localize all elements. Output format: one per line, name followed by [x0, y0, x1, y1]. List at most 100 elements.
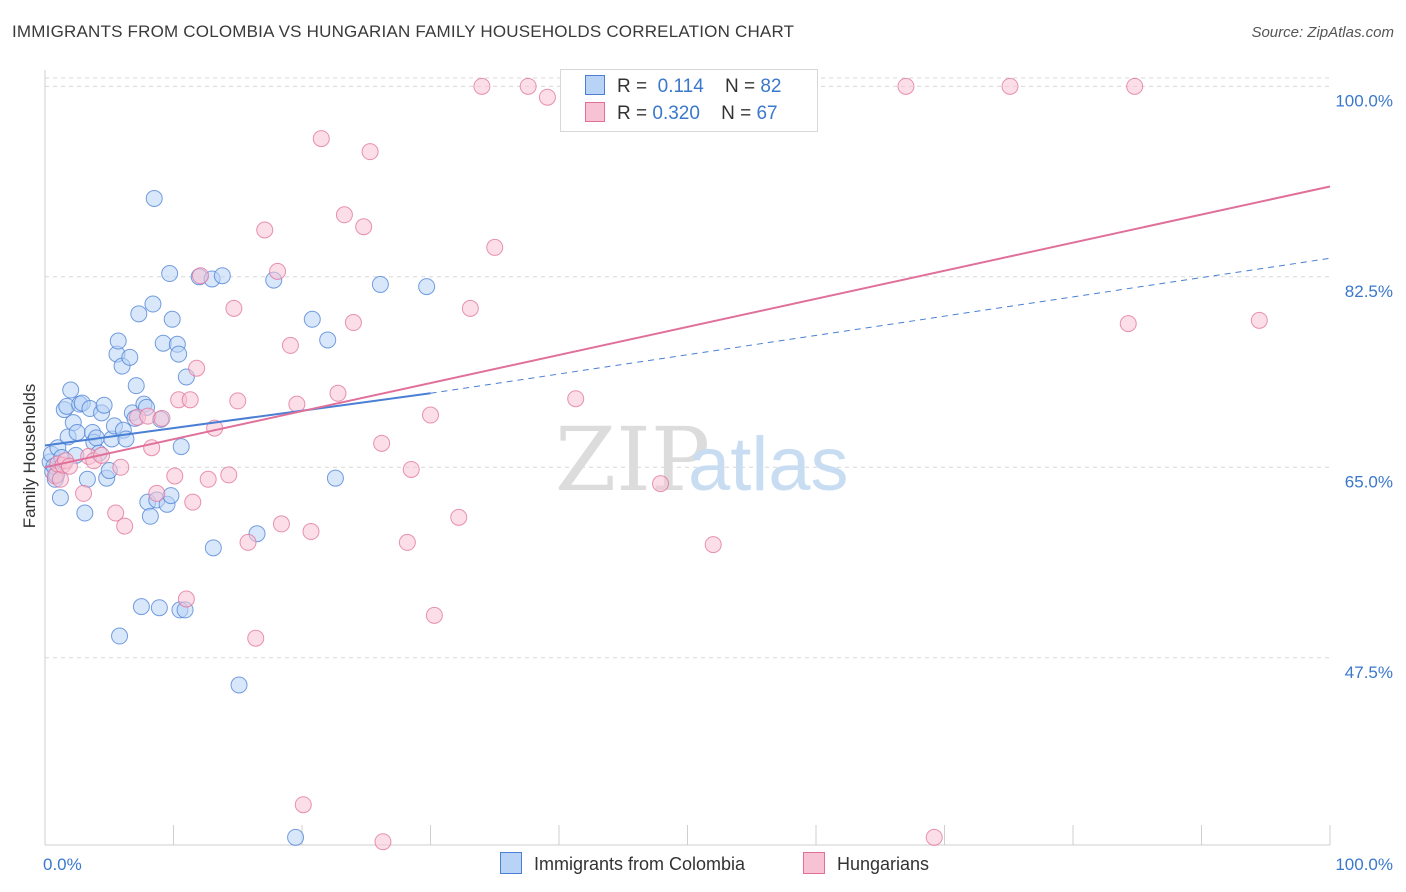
bottom-legend-swatch-hungarians: [803, 852, 825, 874]
data-point-colombia: [150, 599, 168, 617]
data-point-hungarians: [1119, 315, 1137, 333]
legend-row-hungarians: R = 0.320 N = 67: [585, 102, 778, 125]
y-tick-label: 47.5%: [1345, 663, 1393, 682]
data-point-colombia: [132, 598, 150, 616]
data-point-colombia: [62, 381, 80, 399]
data-point-hungarians: [1250, 311, 1268, 329]
tick-labels: 47.5% 65.0% 82.5% 100.0% 0.0% 100.0%: [43, 91, 1393, 874]
data-point-colombia: [51, 489, 69, 507]
data-point-hungarians: [398, 533, 416, 551]
data-point-hungarians: [239, 533, 257, 551]
data-point-colombia: [78, 470, 96, 488]
data-point-hungarians: [302, 523, 320, 541]
data-point-hungarians: [181, 391, 199, 409]
data-point-hungarians: [184, 493, 202, 511]
data-point-hungarians: [225, 299, 243, 317]
data-point-hungarians: [925, 828, 943, 846]
legend-r-value-colombia: 0.114: [657, 76, 704, 97]
data-point-hungarians: [361, 143, 379, 161]
data-point-hungarians: [166, 467, 184, 485]
data-point-colombia: [121, 348, 139, 366]
legend-row-colombia: R = 0.114 N = 82: [585, 75, 781, 98]
data-point-hungarians: [220, 466, 238, 484]
data-point-hungarians: [402, 460, 420, 478]
x-tick-label: 0.0%: [43, 855, 82, 874]
grid-lines: [45, 77, 1330, 659]
data-point-hungarians: [652, 475, 670, 493]
data-point-hungarians: [139, 407, 157, 425]
data-point-colombia: [144, 295, 162, 313]
data-point-hungarians: [247, 629, 265, 647]
data-point-hungarians: [538, 88, 556, 106]
legend-r-value-hungarians: 0.320: [652, 103, 700, 124]
legend-r-label: R =: [617, 76, 648, 97]
data-point-colombia: [154, 334, 172, 352]
source-label: Source: ZipAtlas.com: [1251, 24, 1394, 41]
data-point-hungarians: [486, 238, 504, 256]
data-point-colombia: [326, 469, 344, 487]
data-point-hungarians: [177, 590, 195, 608]
bottom-legend-swatch-colombia: [500, 852, 522, 874]
data-point-colombia: [418, 278, 436, 296]
data-point-hungarians: [116, 517, 134, 535]
data-point-hungarians: [312, 130, 330, 148]
y-tick-label: 82.5%: [1345, 282, 1393, 301]
data-point-hungarians: [1001, 77, 1019, 95]
data-point-hungarians: [329, 384, 347, 402]
legend-swatch-hungarians: [585, 102, 605, 122]
legend-n-label: N =: [721, 103, 752, 124]
legend-swatch-colombia: [585, 75, 605, 95]
data-point-hungarians: [281, 336, 299, 354]
data-point-hungarians: [269, 262, 287, 280]
watermark-zip: ZIP: [555, 408, 710, 511]
data-point-colombia: [172, 438, 190, 456]
data-point-hungarians: [473, 77, 491, 95]
bottom-legend-label-hungarians: Hungarians: [837, 854, 930, 874]
data-point-hungarians: [191, 267, 209, 285]
bottom-legend-colombia: Immigrants from Colombia: [500, 852, 745, 875]
legend-n-value-colombia: 82: [760, 76, 782, 97]
data-point-colombia: [204, 539, 222, 557]
data-point-hungarians: [355, 218, 373, 236]
data-point-colombia: [109, 332, 127, 350]
data-point-hungarians: [272, 515, 290, 533]
trend-lines: [44, 185, 1331, 469]
data-point-hungarians: [188, 359, 206, 377]
data-point-colombia: [162, 487, 180, 505]
data-point-colombia: [95, 396, 113, 414]
data-point-hungarians: [256, 221, 274, 239]
data-point-colombia: [170, 345, 188, 363]
data-point-hungarians: [344, 314, 362, 332]
trend-line-colombia: [430, 257, 1331, 394]
data-point-hungarians: [229, 392, 247, 410]
trend-line-hungarians: [44, 185, 1331, 469]
data-point-colombia: [319, 331, 337, 349]
chart-title: IMMIGRANTS FROM COLOMBIA VS HUNGARIAN FA…: [12, 22, 795, 41]
data-point-colombia: [213, 267, 231, 285]
data-point-hungarians: [704, 536, 722, 554]
data-point-hungarians: [519, 77, 537, 95]
data-point-colombia: [68, 423, 86, 441]
data-point-hungarians: [422, 406, 439, 424]
data-point-hungarians: [199, 470, 217, 488]
data-point-hungarians: [1126, 77, 1144, 95]
bottom-legend-label-colombia: Immigrants from Colombia: [534, 854, 746, 874]
data-point-colombia: [145, 189, 163, 207]
data-point-hungarians: [450, 508, 468, 526]
legend-n-value-hungarians: 67: [756, 103, 778, 124]
data-point-colombia: [141, 507, 159, 525]
data-point-colombia: [371, 275, 389, 293]
data-point-hungarians: [153, 409, 171, 427]
data-point-colombia: [127, 377, 145, 395]
data-point-hungarians: [373, 434, 391, 452]
data-point-hungarians: [461, 299, 479, 317]
watermark: ZIP atlas: [555, 408, 849, 511]
data-point-colombia: [130, 305, 148, 323]
data-point-hungarians: [374, 833, 392, 851]
data-point-colombia: [303, 310, 321, 328]
data-point-hungarians: [294, 796, 312, 814]
data-point-colombia: [287, 828, 305, 846]
data-point-hungarians: [107, 504, 125, 522]
legend-r-label: R =: [617, 103, 648, 124]
